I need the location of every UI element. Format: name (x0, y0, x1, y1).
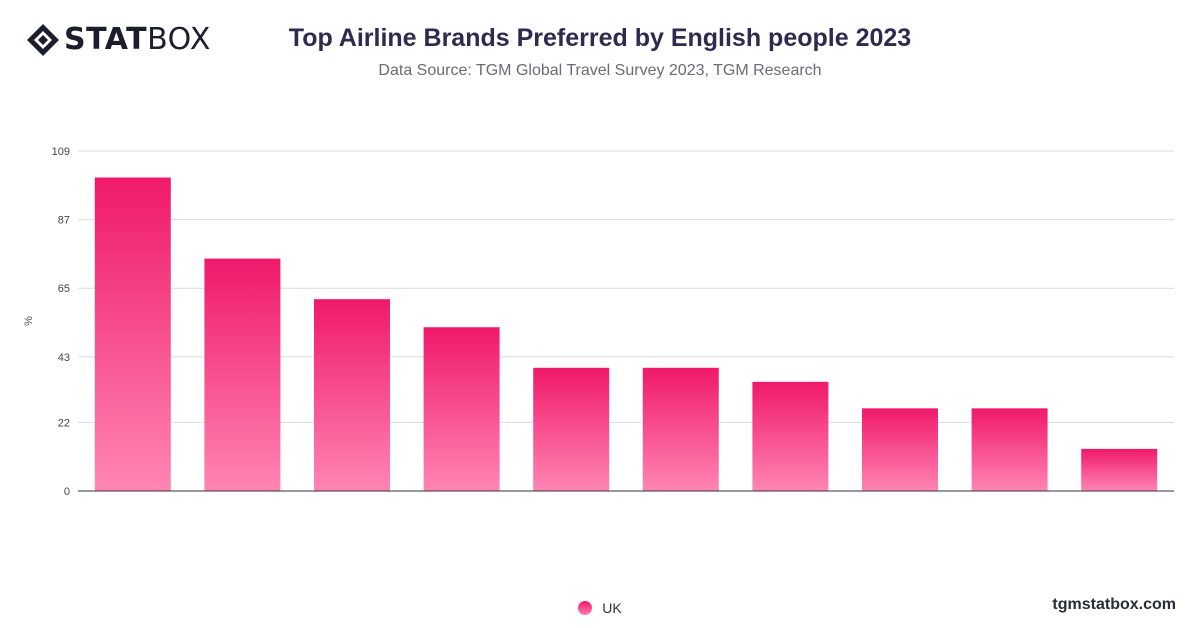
bar[interactable] (423, 327, 500, 491)
bar[interactable] (204, 258, 281, 491)
y-tick-labels: 0 22 43 65 87 109 (52, 146, 70, 498)
bar[interactable] (1081, 448, 1158, 491)
footer-site: tgmstatbox.com (1052, 596, 1176, 613)
bar[interactable] (971, 408, 1048, 491)
legend-label[interactable]: UK (602, 600, 622, 616)
y-tick-label: 22 (58, 417, 70, 429)
statbox-logo[interactable]: STATBOX (26, 22, 211, 58)
bar[interactable] (752, 381, 829, 491)
logo-text-light: BOX (147, 22, 211, 57)
logo-text-bold: STAT (64, 22, 148, 57)
bar[interactable] (533, 367, 610, 491)
bar-chart: 0 22 43 65 87 109 % (23, 146, 1174, 498)
logo-diamond-icon (27, 24, 59, 56)
bar[interactable] (314, 299, 390, 491)
logo-text: STATBOX (64, 22, 211, 58)
y-axis-label: % (23, 316, 35, 326)
bars (94, 177, 1158, 491)
legend-swatch (578, 601, 593, 615)
y-tick-label: 87 (58, 215, 70, 227)
legend: UK (0, 600, 1200, 616)
bar[interactable] (862, 408, 938, 491)
y-tick-label: 43 (58, 352, 70, 364)
y-tick-label: 109 (52, 146, 70, 158)
bar[interactable] (94, 177, 171, 491)
bar[interactable] (642, 367, 719, 491)
y-tick-label: 65 (58, 283, 70, 295)
y-tick-label: 0 (64, 486, 70, 498)
chart-subtitle: Data Source: TGM Global Travel Survey 20… (378, 62, 822, 79)
chart-title: Top Airline Brands Preferred by English … (288, 24, 912, 52)
